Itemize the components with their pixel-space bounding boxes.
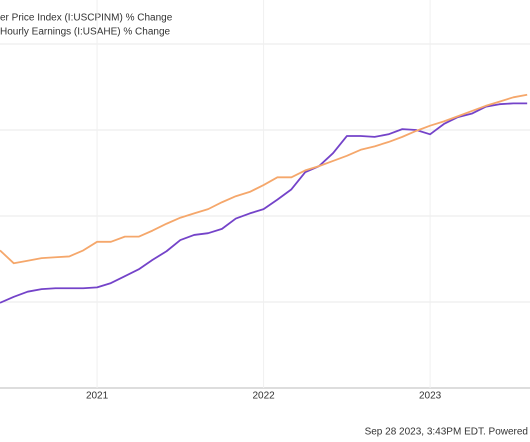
legend-entry: er Price Index (I:USCPINM) % Change <box>0 13 173 24</box>
footer: Sep 28 2023, 3:43PM EDT. Powered <box>365 427 528 438</box>
series-line <box>0 93 528 265</box>
x-tick-label: 2023 <box>419 391 442 402</box>
legend-entry: Hourly Earnings (I:USAHE) % Change <box>0 27 171 38</box>
x-tick-label: 2022 <box>252 391 275 402</box>
series-line <box>0 102 528 304</box>
x-tick-label: 2021 <box>86 391 109 402</box>
